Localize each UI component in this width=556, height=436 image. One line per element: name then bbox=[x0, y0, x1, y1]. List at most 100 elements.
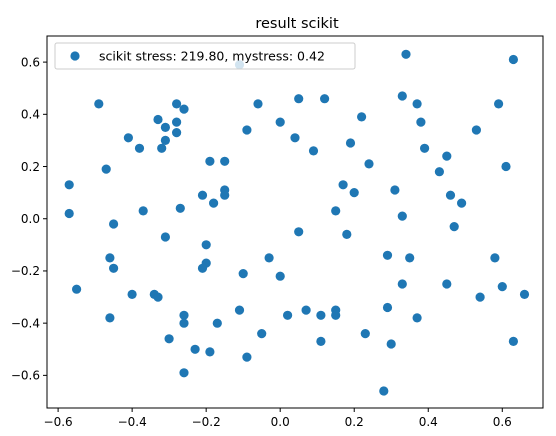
data-point bbox=[320, 94, 330, 104]
x-tick-label: −0.4 bbox=[118, 415, 147, 429]
x-tick-label: −0.2 bbox=[192, 415, 221, 429]
data-point bbox=[264, 253, 274, 263]
y-tick-label: 0.6 bbox=[21, 55, 40, 69]
y-tick-label: −0.4 bbox=[11, 316, 40, 330]
data-point bbox=[234, 305, 245, 315]
data-point bbox=[153, 114, 163, 125]
data-point bbox=[64, 208, 74, 219]
y-tick-label: 0.0 bbox=[21, 212, 40, 226]
data-point bbox=[157, 143, 167, 153]
data-point bbox=[342, 229, 352, 239]
data-point bbox=[401, 49, 411, 59]
data-point bbox=[519, 289, 530, 299]
data-point bbox=[345, 138, 356, 148]
data-point bbox=[442, 151, 452, 161]
data-point bbox=[379, 386, 389, 396]
legend-marker bbox=[70, 51, 80, 61]
data-point bbox=[416, 117, 426, 127]
x-tick-label: 0.0 bbox=[271, 415, 290, 429]
data-point bbox=[412, 99, 422, 109]
data-point bbox=[109, 219, 119, 229]
data-point bbox=[349, 188, 359, 198]
x-tick-label: 0.4 bbox=[419, 415, 438, 429]
data-point bbox=[386, 339, 396, 349]
y-tick-label: 0.4 bbox=[21, 108, 40, 122]
data-point bbox=[331, 310, 341, 320]
data-point bbox=[190, 344, 200, 354]
data-point bbox=[197, 263, 208, 273]
data-point bbox=[360, 329, 370, 339]
data-point bbox=[197, 190, 208, 200]
legend: scikit stress: 219.80, mystress: 0.42 bbox=[54, 42, 356, 70]
data-point bbox=[294, 227, 304, 237]
data-point bbox=[179, 104, 189, 114]
data-point bbox=[508, 336, 518, 346]
data-point bbox=[257, 329, 267, 339]
x-tick-label: −0.6 bbox=[44, 415, 73, 429]
data-point bbox=[445, 190, 456, 200]
data-point bbox=[508, 54, 518, 65]
data-point bbox=[172, 128, 182, 138]
data-point bbox=[220, 190, 230, 200]
data-point bbox=[275, 117, 285, 127]
data-point bbox=[490, 253, 500, 263]
data-point bbox=[405, 253, 415, 263]
data-point bbox=[501, 161, 511, 172]
data-point bbox=[134, 143, 145, 153]
data-point bbox=[275, 271, 285, 281]
data-point bbox=[160, 122, 170, 132]
data-point bbox=[471, 125, 481, 135]
data-point bbox=[164, 334, 174, 344]
x-axis: −0.6 −0.4 −0.2 0.0 0.2 0.4 0.6 bbox=[44, 408, 512, 429]
data-point bbox=[390, 185, 400, 195]
data-point bbox=[497, 282, 507, 292]
data-point bbox=[179, 368, 189, 378]
data-point bbox=[242, 125, 252, 135]
data-point bbox=[242, 352, 252, 362]
data-point bbox=[123, 133, 133, 143]
data-point bbox=[179, 310, 189, 320]
data-point bbox=[220, 156, 230, 166]
data-point bbox=[212, 318, 222, 328]
data-point bbox=[412, 313, 422, 323]
y-tick-label: 0.2 bbox=[21, 160, 40, 174]
y-tick-label: −0.6 bbox=[11, 369, 40, 383]
data-point bbox=[94, 99, 104, 109]
data-point bbox=[172, 99, 182, 109]
data-point bbox=[382, 302, 393, 313]
data-point bbox=[457, 198, 467, 208]
data-point bbox=[160, 232, 170, 242]
data-point bbox=[153, 292, 163, 302]
data-point bbox=[397, 91, 407, 101]
data-point bbox=[109, 263, 119, 273]
data-point bbox=[172, 117, 182, 127]
x-tick-label: 0.6 bbox=[493, 415, 512, 429]
legend-box bbox=[54, 42, 356, 70]
data-point bbox=[105, 313, 115, 323]
data-point bbox=[64, 180, 74, 190]
data-point bbox=[338, 180, 348, 190]
y-axis: −0.6 −0.4 −0.2 0.0 0.2 0.4 0.6 bbox=[11, 55, 47, 383]
data-point bbox=[316, 310, 326, 320]
x-tick-label: 0.2 bbox=[345, 415, 364, 429]
data-point bbox=[308, 146, 319, 156]
data-point bbox=[72, 284, 82, 294]
data-point bbox=[127, 289, 137, 299]
data-point bbox=[316, 336, 326, 346]
data-point bbox=[290, 133, 300, 143]
data-point bbox=[331, 206, 341, 216]
data-point bbox=[283, 310, 293, 320]
data-point bbox=[420, 143, 430, 153]
data-point bbox=[449, 222, 459, 232]
data-point bbox=[434, 167, 444, 177]
data-point bbox=[205, 347, 215, 357]
data-point bbox=[294, 94, 304, 104]
data-point bbox=[209, 198, 219, 208]
data-point bbox=[205, 156, 215, 166]
data-point bbox=[138, 206, 148, 216]
data-point bbox=[494, 99, 504, 109]
data-point bbox=[201, 240, 211, 250]
data-point bbox=[397, 211, 407, 221]
data-point bbox=[253, 99, 263, 109]
